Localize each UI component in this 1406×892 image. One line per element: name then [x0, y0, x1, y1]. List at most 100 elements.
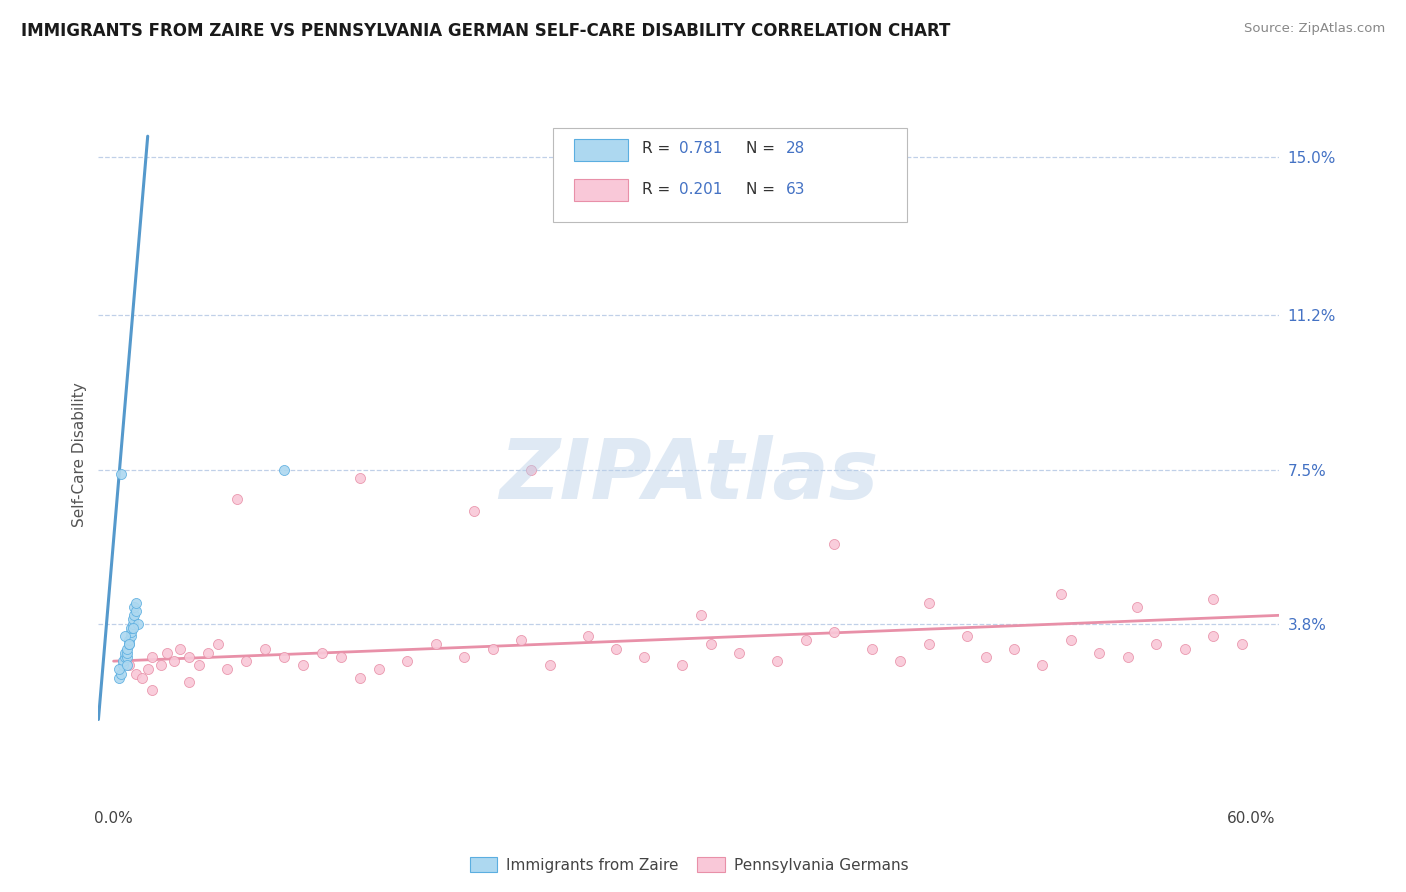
Point — [179, 650, 201, 665]
Point — [766, 654, 789, 668]
Point — [273, 462, 295, 476]
Point — [273, 650, 295, 665]
Point — [1126, 599, 1149, 614]
Point — [671, 658, 693, 673]
Point — [125, 596, 148, 610]
Point — [124, 608, 146, 623]
Point — [115, 650, 138, 665]
Point — [225, 491, 247, 506]
Text: 28: 28 — [786, 141, 806, 156]
FancyBboxPatch shape — [553, 128, 907, 222]
Point — [187, 658, 209, 673]
Point — [728, 646, 751, 660]
Point — [110, 666, 132, 681]
Point — [115, 658, 138, 673]
Point — [136, 663, 159, 677]
Point — [120, 629, 142, 643]
Point — [823, 537, 845, 551]
Point — [1088, 646, 1111, 660]
Point — [519, 462, 541, 476]
Point — [292, 658, 315, 673]
Point — [918, 596, 941, 610]
Point — [576, 629, 599, 643]
Text: 63: 63 — [786, 182, 806, 196]
Point — [823, 625, 845, 640]
Point — [1144, 638, 1167, 652]
Point — [127, 616, 149, 631]
Point — [690, 608, 713, 623]
Point — [131, 671, 153, 685]
Text: Source: ZipAtlas.com: Source: ZipAtlas.com — [1244, 22, 1385, 36]
Point — [956, 629, 979, 643]
Point — [197, 646, 219, 660]
Point — [120, 621, 142, 635]
Point — [1060, 633, 1083, 648]
Point — [156, 646, 179, 660]
Point — [108, 671, 131, 685]
Point — [538, 658, 561, 673]
Point — [110, 467, 132, 481]
Point — [974, 650, 997, 665]
Point — [860, 641, 883, 656]
Point — [794, 633, 817, 648]
Text: 0.201: 0.201 — [679, 182, 723, 196]
Point — [217, 663, 239, 677]
Point — [330, 650, 353, 665]
Text: 0.781: 0.781 — [679, 141, 723, 156]
Point — [121, 612, 143, 626]
Point — [115, 646, 138, 660]
Point — [1031, 658, 1053, 673]
Point — [125, 666, 148, 681]
Point — [633, 650, 655, 665]
Point — [179, 675, 201, 690]
Point — [114, 650, 136, 665]
Point — [700, 638, 723, 652]
Point — [349, 671, 371, 685]
Point — [254, 641, 277, 656]
Point — [207, 638, 229, 652]
Point — [1202, 591, 1225, 606]
Legend: Immigrants from Zaire, Pennsylvania Germans: Immigrants from Zaire, Pennsylvania Germ… — [464, 850, 914, 879]
Text: ZIPAtlas: ZIPAtlas — [499, 435, 879, 516]
Point — [453, 650, 475, 665]
Point — [169, 641, 191, 656]
Point — [149, 658, 172, 673]
FancyBboxPatch shape — [575, 178, 627, 201]
Point — [463, 504, 485, 518]
Point — [115, 641, 138, 656]
Point — [235, 654, 257, 668]
Text: N =: N = — [745, 141, 779, 156]
Point — [141, 683, 163, 698]
Point — [510, 633, 533, 648]
Text: N =: N = — [745, 182, 779, 196]
Point — [112, 654, 135, 668]
Point — [918, 638, 941, 652]
Text: R =: R = — [641, 141, 675, 156]
Point — [163, 654, 186, 668]
Point — [118, 638, 141, 652]
Point — [120, 625, 142, 640]
Point — [349, 471, 371, 485]
Point — [118, 658, 141, 673]
FancyBboxPatch shape — [575, 139, 627, 161]
Point — [125, 604, 148, 618]
Point — [1230, 638, 1253, 652]
Point — [114, 646, 136, 660]
Point — [1202, 629, 1225, 643]
Point — [141, 650, 163, 665]
Y-axis label: Self-Care Disability: Self-Care Disability — [72, 383, 87, 527]
Point — [121, 621, 143, 635]
Text: IMMIGRANTS FROM ZAIRE VS PENNSYLVANIA GERMAN SELF-CARE DISABILITY CORRELATION CH: IMMIGRANTS FROM ZAIRE VS PENNSYLVANIA GE… — [21, 22, 950, 40]
Text: R =: R = — [641, 182, 675, 196]
Point — [1174, 641, 1197, 656]
Point — [108, 663, 131, 677]
Point — [396, 654, 419, 668]
Point — [121, 616, 143, 631]
Point — [481, 641, 503, 656]
Point — [1050, 587, 1073, 601]
Point — [368, 663, 391, 677]
Point — [889, 654, 911, 668]
Point — [118, 638, 141, 652]
Point — [112, 658, 135, 673]
Point — [124, 599, 146, 614]
